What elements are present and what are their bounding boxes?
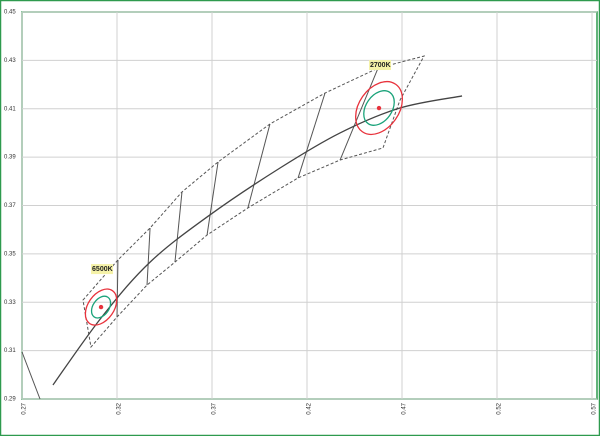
x-tick-label: 0.52 [497,402,503,414]
quadrangle-divider [116,259,119,318]
x-tick-label: 0.37 [212,402,218,414]
y-tick-label: 0.29 [4,397,16,403]
point-label: 6500K [92,266,113,273]
quadrangle-divider [297,92,326,179]
label-background [369,60,392,71]
macadam-ellipse-outer [84,288,118,326]
cct-point [98,304,104,310]
y-tick-label: 0.41 [4,106,16,112]
planckian-locus [52,95,463,386]
plot-area: 0.27 0.32 0.37 0.42 0.47 0.52 0.57 0.29 0.31 0.33… [4,10,598,415]
y-tick-label: 0.45 [4,10,16,16]
quadrangle-divider [339,67,379,161]
cct-point [376,105,382,111]
x-tick-label: 0.47 [402,402,408,414]
point-label: 2700K [370,62,391,69]
y-tick-label: 0.43 [4,58,16,64]
spectral-edge [21,351,41,400]
x-tick-label: 0.32 [117,402,123,414]
y-tick-label: 0.39 [4,155,16,161]
macadam-ellipse-outer [355,80,404,136]
quadrangle-divider [146,227,151,286]
quadrangle-divider [247,123,271,209]
quadrangle-divider [174,191,183,263]
macadam-ellipse-inner [90,295,112,319]
y-tick-label: 0.33 [4,300,16,306]
label-background [91,264,114,275]
macadam-ellipse-inner [363,90,395,126]
y-tick-label: 0.37 [4,203,16,209]
x-tick-label: 0.57 [592,402,598,414]
x-tick-label: 0.27 [22,402,28,414]
y-tick-label: 0.35 [4,251,16,257]
x-tick-label: 0.42 [307,402,313,414]
y-tick-label: 0.31 [4,348,16,354]
quadrangle-divider [206,161,219,236]
